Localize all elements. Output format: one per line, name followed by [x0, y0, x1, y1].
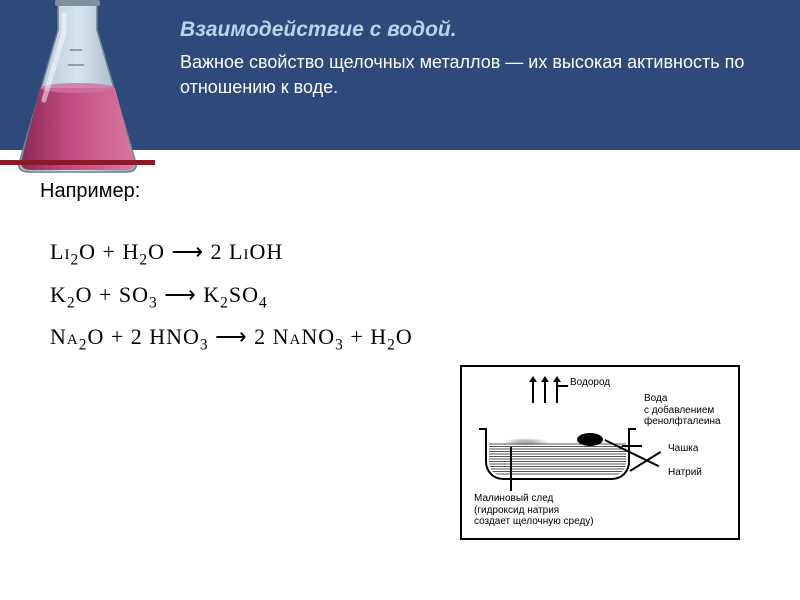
eq2-plus: + [92, 282, 118, 307]
label-water: Вода с добавлением фенолфталеина [644, 393, 734, 428]
accent-line [0, 160, 155, 165]
leader-trace [510, 447, 512, 491]
eq1-plus: + [96, 239, 122, 264]
hydrogen-arrow [544, 381, 546, 403]
label-sodium: Натрий [668, 467, 702, 479]
eq3-arrow: ⟶ [209, 324, 255, 349]
equations-block: Li2O + H2O ⟶ 2 LiOH K2O + SO3 ⟶ K2SO4 Na… [50, 233, 760, 359]
dish [485, 430, 630, 480]
leader-water [622, 445, 642, 447]
eq1-arrow: ⟶ [165, 239, 211, 264]
flask-icon [0, 0, 155, 175]
content-area: Например: Li2O + H2O ⟶ 2 LiOH K2O + SO3 … [0, 150, 800, 381]
label-hydrogen: Водород [570, 377, 610, 389]
label-trace: Малиновый след (гидроксид натрия создает… [474, 493, 649, 528]
eq1-reagent2: H2O [122, 239, 164, 264]
example-label: Например: [40, 180, 760, 203]
slide-subtitle: Важное свойство щелочных металлов — их в… [180, 50, 780, 100]
eq3-reagent1: Na2O [50, 324, 104, 349]
slide: Взаимодействие с водой. Важное свойство … [0, 0, 800, 600]
label-dish: Чашка [668, 443, 698, 455]
hydrogen-arrow [532, 381, 534, 403]
crimson-trace [502, 438, 550, 446]
eq2-product: K2SO4 [203, 282, 267, 307]
eq1-product: 2 LiOH [211, 239, 284, 264]
experiment-diagram: Водород Вода с добавлением фенолфталеина… [460, 365, 740, 540]
eq3-product1: 2 NaNO3 [254, 324, 344, 349]
eq2-arrow: ⟶ [158, 282, 204, 307]
eq3-product2: H2O [370, 324, 412, 349]
slide-title: Взаимодействие с водой. [180, 18, 780, 42]
eq3-plus2: + [344, 324, 370, 349]
equation-2: K2O + SO3 ⟶ K2SO4 [50, 276, 760, 317]
eq1-reagent1: Li2O [50, 239, 96, 264]
leader-hydrogen [558, 385, 568, 387]
eq3-reagent2: + 2 HNO3 [104, 324, 208, 349]
flask-image [0, 0, 155, 175]
sodium-piece [577, 433, 603, 446]
eq2-reagent2: SO3 [119, 282, 158, 307]
equation-3: Na2O + 2 HNO3 ⟶ 2 NaNO3 + H2O [50, 318, 760, 359]
eq2-reagent1: K2O [50, 282, 92, 307]
equation-1: Li2O + H2O ⟶ 2 LiOH [50, 233, 760, 274]
